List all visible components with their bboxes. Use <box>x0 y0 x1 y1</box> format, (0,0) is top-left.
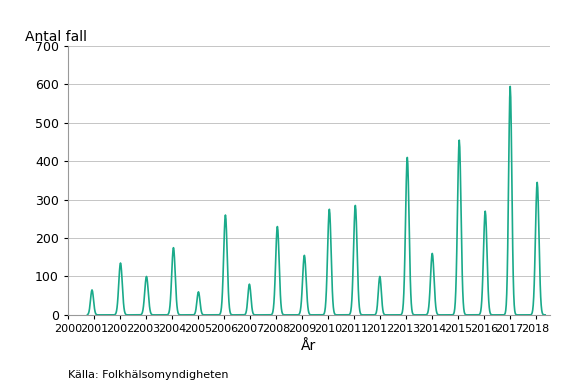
Text: Antal fall: Antal fall <box>24 30 87 44</box>
X-axis label: År: År <box>302 339 316 353</box>
Text: Källa: Folkhälsomyndigheten: Källa: Folkhälsomyndigheten <box>68 370 229 380</box>
